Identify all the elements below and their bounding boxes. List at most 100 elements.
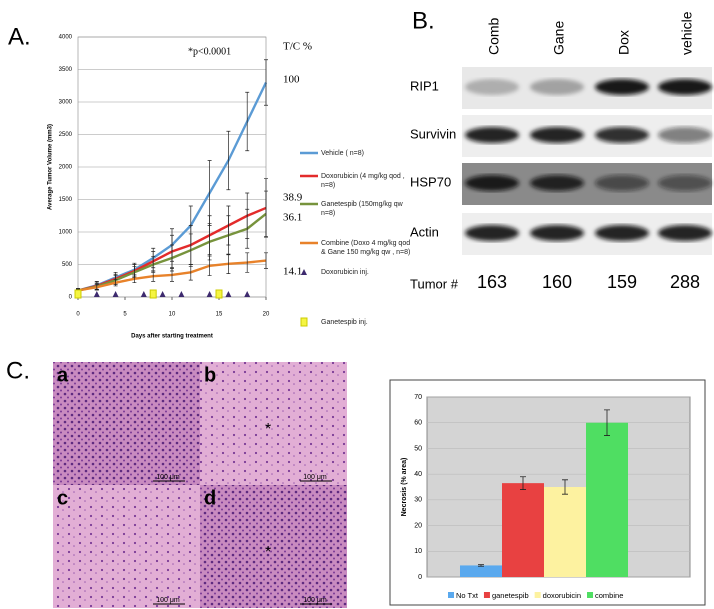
y-tick-label: 30 [414,497,422,504]
y-tick-label: 0 [418,574,422,581]
blot-row-label: Survivin [410,126,456,141]
x-tick-label: 10 [169,312,176,318]
panel-sublabel: d [204,487,216,509]
tc-header: T/C % [283,41,312,53]
tc-value: 14.1 [283,266,302,278]
legend-label: Doxorubicin (4 mg/kg qod , n=8) [321,173,405,189]
injection-marker [149,289,157,299]
x-tick-label: 20 [263,312,270,318]
blot-band [530,79,584,95]
blot-column-label: Comb [486,17,502,55]
blot-band [465,79,519,95]
legend-label: combine [595,591,623,600]
tumor-label: Tumor # [410,276,459,291]
legend-label: Combine (Doxo 4 mg/kg qod & Gane 150 mg/… [321,240,411,256]
asterisk: * [265,544,271,561]
panel-sublabel: b [204,364,216,386]
tumor-number: 160 [542,272,572,292]
blot-column-label: Gane [551,21,567,55]
scale-label: 100 μm [156,597,180,604]
error-bar [113,279,118,287]
blot-column-label: Dox [616,30,632,55]
error-bar [132,274,137,284]
asterisk: * [265,421,271,438]
error-bar [264,252,268,269]
blot-band [530,225,584,241]
error-bar [245,91,250,152]
blot-row-label: RIP1 [410,78,439,93]
scale-label: 100 μm [156,474,180,481]
blot-band [465,175,519,191]
y-tick-label: 0 [69,295,73,301]
panel-label: C. [6,357,30,384]
blot-band [658,127,712,143]
blot-band [595,127,649,143]
histology-image [53,362,200,485]
x-axis-label: Days after starting treatment [131,334,213,340]
blot-row-label: Actin [410,224,439,239]
y-tick-label: 4000 [59,35,73,41]
error-bar [604,409,610,436]
error-bar [245,252,250,273]
x-tick-label: 5 [123,312,127,318]
y-tick-label: 2000 [59,165,73,171]
injection-marker [301,269,307,275]
injection-marker [93,291,100,297]
bar [502,483,544,577]
error-bar [151,270,156,282]
error-bar [170,268,174,282]
panel-sublabel: c [57,487,68,509]
y-axis-label: Average Tumor Volume (mm3) [48,124,54,210]
blot-band [465,225,519,241]
legend-label: Ganetespib (150mg/kg qw n=8) [321,201,403,217]
error-bar [562,479,568,495]
injection-marker [215,289,223,299]
tc-value: 38.9 [283,192,303,204]
bar [460,565,502,577]
blot-band [595,79,649,95]
injection-marker [206,291,213,297]
y-tick-label: 40 [414,471,422,478]
legend-swatch [448,592,454,598]
injection-marker [159,291,166,297]
y-tick-label: 3500 [59,67,73,73]
legend-label: Doxorubicin inj. [321,269,369,276]
x-tick-label: 15 [216,312,223,318]
injection-marker [178,291,185,297]
scale-label: 100 μm [303,597,327,604]
injection-marker [112,291,119,297]
y-tick-label: 1000 [59,230,73,236]
scale-label: 100 μm [303,474,327,481]
blot-row-label: HSP70 [410,174,451,189]
injection-marker [74,289,82,299]
blot-band [465,127,519,143]
blot-band [658,79,712,95]
blot-band [658,175,712,191]
histology-image [53,485,200,608]
blot-band [595,225,649,241]
panel-label: A. [8,23,31,50]
injection-marker [140,291,147,297]
error-bar [226,253,231,274]
injection-marker [225,291,232,297]
y-tick-label: 20 [414,522,422,529]
error-bar [264,190,268,237]
legend-swatch [483,592,490,598]
tumor-number: 288 [670,272,700,292]
annotation: *p<0.0001 [188,46,231,57]
tumor-number: 159 [607,272,637,292]
legend-label: doxorubicin [543,591,581,600]
error-bar [207,255,212,276]
tc-value: 36.1 [283,212,302,224]
legend-label: Ganetespib inj. [321,319,368,326]
bar [586,422,628,577]
injection-marker [300,317,308,327]
blot-column-label: vehicle [679,11,695,55]
y-axis-label: Necrosis (% area) [401,458,408,517]
y-tick-label: 1500 [59,197,73,203]
blot-band [595,175,649,191]
legend-label: ganetespib [492,591,529,600]
error-bar [245,208,250,249]
